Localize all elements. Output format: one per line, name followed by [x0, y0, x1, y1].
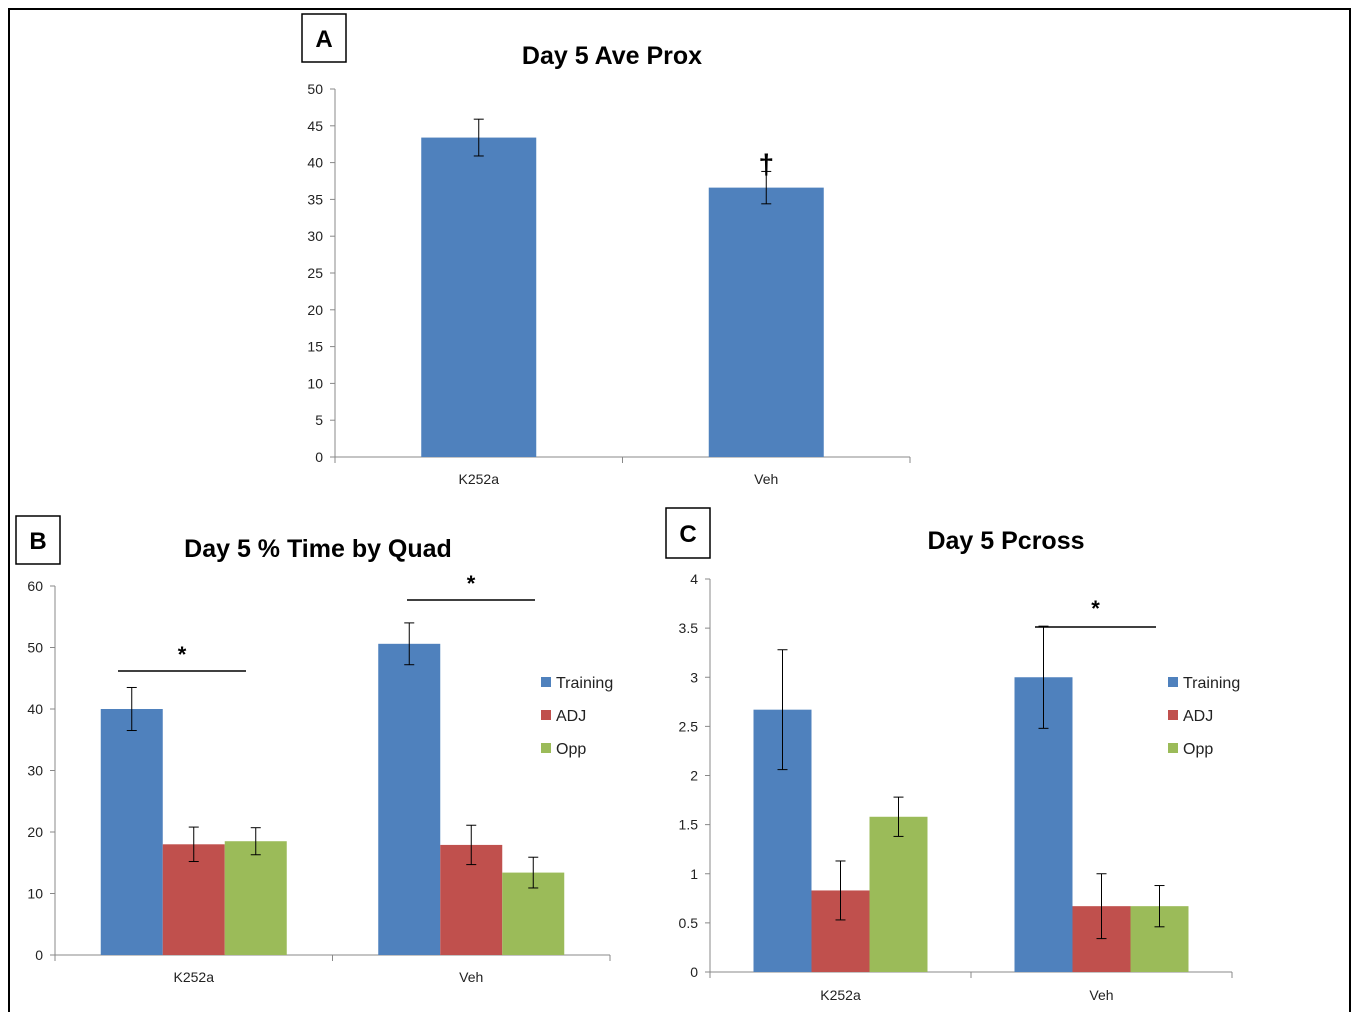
bar-value-veh [708, 187, 824, 457]
y-tick-label: 20 [27, 824, 43, 840]
y-tick-label: 10 [27, 886, 43, 902]
y-tick-label: 40 [27, 701, 43, 717]
legend-label: Training [1183, 675, 1240, 692]
x-category-label: K252a [174, 969, 215, 985]
panel-letter-box [665, 507, 711, 559]
y-tick-label: 60 [27, 578, 43, 594]
y-tick-label: 1.5 [679, 817, 699, 833]
x-category-label: Veh [459, 969, 483, 985]
y-tick-label: 30 [27, 763, 43, 779]
chart-title: Day 5 Pcross [927, 527, 1084, 555]
y-tick-label: 40 [307, 155, 323, 171]
figure-border [8, 8, 1351, 1012]
chart-title: Day 5 Ave Prox [522, 42, 702, 70]
legend-label: Training [556, 675, 613, 692]
legend-swatch [541, 743, 551, 753]
legend-label: Opp [556, 741, 586, 758]
bar-value-k252a [421, 137, 537, 458]
legend-label: Opp [1183, 741, 1213, 758]
y-tick-label: 0 [35, 947, 43, 963]
legend-swatch [1168, 677, 1178, 687]
y-tick-label: 0.5 [679, 915, 699, 931]
y-tick-label: 50 [27, 640, 43, 656]
y-tick-label: 20 [307, 302, 323, 318]
y-tick-label: 4 [690, 571, 698, 587]
y-tick-label: 10 [307, 375, 323, 391]
bar-training-k252a [100, 709, 163, 955]
y-tick-label: 45 [307, 118, 323, 134]
legend-swatch [1168, 710, 1178, 720]
significance-star: * [1091, 596, 1100, 621]
panel-a: A Day 5 Ave Prox 0 5 10 15 20 25 30 35 40 45 50 K252a… [301, 13, 911, 487]
bar-opp-k252a [224, 841, 287, 955]
bar-adj-k252a [162, 844, 225, 955]
panel-letter-box [301, 13, 347, 63]
legend-label: ADJ [1183, 708, 1213, 725]
legend-label: ADJ [556, 708, 586, 725]
legend-swatch [1168, 743, 1178, 753]
y-tick-label: 2.5 [679, 718, 699, 734]
y-tick-label: 2 [690, 768, 698, 784]
legend-swatch [541, 710, 551, 720]
panel-b: B Day 5 % Time by Quad 0 10 20 30 40 50 60 K252a V… [15, 515, 613, 985]
y-tick-label: 3.5 [679, 620, 699, 636]
y-tick-label: 3 [690, 669, 698, 685]
legend-swatch [541, 677, 551, 687]
y-tick-label: 0 [690, 964, 698, 980]
x-category-label: K252a [820, 987, 861, 1003]
panel-letter: B [29, 528, 46, 555]
significance-dagger: † [758, 148, 774, 179]
panel-letter-box [15, 515, 61, 565]
y-tick-label: 35 [307, 191, 323, 207]
bar-training-veh [378, 643, 441, 955]
y-tick-label: 1 [690, 866, 698, 882]
panel-c: C Day 5 Pcross 0 0.5 1 1.5 2 2.5 3 3.5 4 K252a Veh * T… [665, 507, 1240, 1003]
panel-letter: A [315, 26, 332, 53]
x-category-label: Veh [1089, 987, 1113, 1003]
y-tick-label: 50 [307, 81, 323, 97]
x-category-label: Veh [754, 471, 778, 487]
chart-title: Day 5 % Time by Quad [184, 535, 452, 563]
y-tick-label: 5 [315, 412, 323, 428]
y-tick-label: 15 [307, 339, 323, 355]
significance-star: * [467, 571, 476, 596]
significance-star: * [178, 642, 187, 667]
x-category-label: K252a [459, 471, 500, 487]
panel-letter: C [679, 521, 696, 548]
y-tick-label: 25 [307, 265, 323, 281]
y-tick-label: 30 [307, 228, 323, 244]
y-tick-label: 0 [315, 449, 323, 465]
bar-opp-k252a [869, 816, 928, 972]
